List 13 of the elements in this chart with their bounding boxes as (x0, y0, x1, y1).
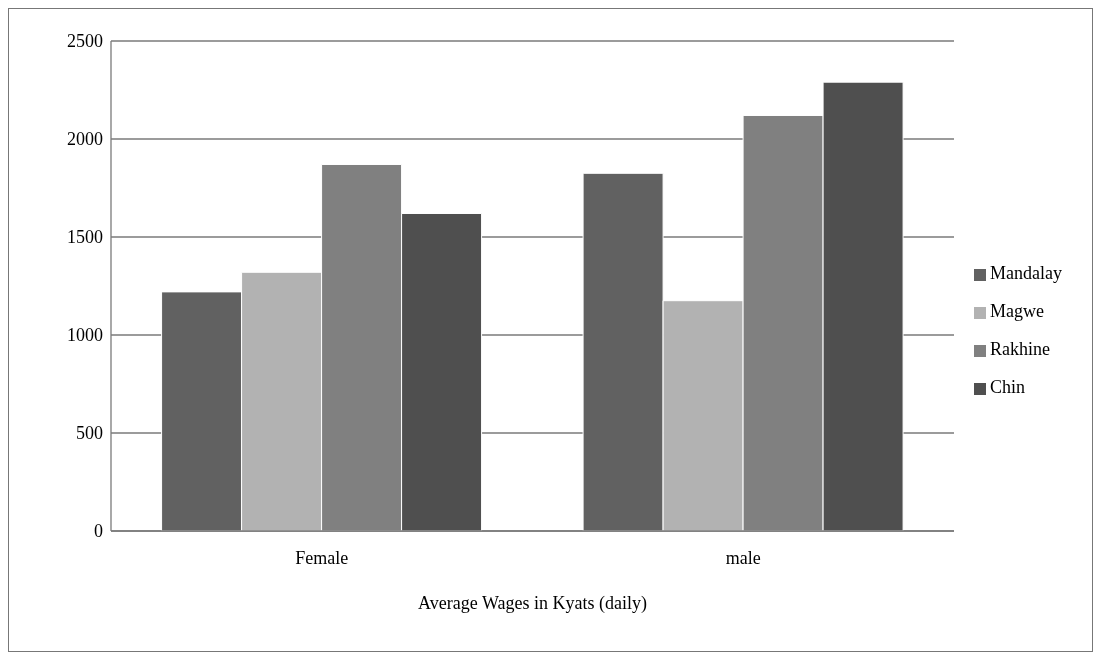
y-tick-label: 1000 (67, 325, 103, 346)
y-tick-label: 2500 (67, 31, 103, 52)
legend-label: Mandalay (990, 263, 1062, 283)
y-tick-label: 500 (76, 423, 103, 444)
x-axis-title: Average Wages in Kyats (daily) (418, 593, 647, 614)
x-tick-label: Female (295, 547, 349, 568)
legend-label: Chin (990, 377, 1026, 397)
legend-label: Rakhine (990, 339, 1051, 359)
x-tick-label: male (725, 547, 761, 568)
y-tick-label: 2000 (67, 129, 103, 150)
y-tick-label: 1500 (67, 227, 103, 248)
y-tick-label: 0 (94, 521, 103, 542)
legend-label: Magwe (990, 301, 1044, 321)
